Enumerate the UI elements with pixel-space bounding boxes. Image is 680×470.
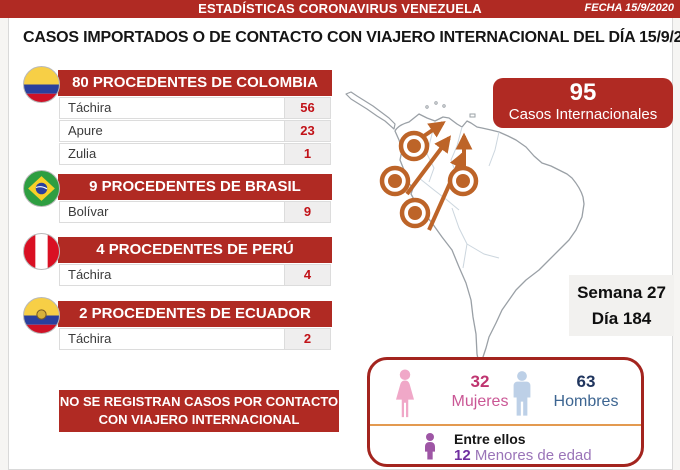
case-count: 9 bbox=[284, 202, 330, 222]
international-cases-count: 95 bbox=[569, 79, 597, 106]
state-label: Táchira bbox=[68, 100, 112, 115]
case-count: 4 bbox=[284, 265, 330, 285]
child-icon bbox=[425, 433, 435, 460]
table-brasil: Bolívar 9 bbox=[59, 201, 331, 223]
peru-flag-icon bbox=[23, 233, 60, 270]
arrow bbox=[427, 150, 466, 231]
state-label: Bolívar bbox=[68, 204, 109, 219]
case-origin-marker bbox=[398, 130, 430, 162]
banner-ecuador: 2 PROCEDENTES DE ECUADOR bbox=[58, 301, 332, 327]
page-title: CASOS IMPORTADOS O DE CONTACTO CON VIAJE… bbox=[23, 29, 680, 46]
section-ecuador: 2 PROCEDENTES DE ECUADOR Táchira 2 bbox=[23, 297, 333, 350]
table-peru: Táchira 4 bbox=[59, 264, 331, 286]
south-america-map bbox=[345, 91, 585, 365]
no-contact-line1: NO SE REGISTRAN CASOS POR CONTACTO bbox=[59, 394, 339, 409]
table-row: Apure 23 bbox=[59, 120, 331, 142]
international-cases-label: Casos Internacionales bbox=[508, 106, 658, 123]
continent-outline bbox=[394, 113, 585, 365]
central-america-outline bbox=[345, 91, 396, 130]
case-count: 2 bbox=[284, 329, 330, 349]
date-label: FECHA 15/9/2020 bbox=[584, 2, 674, 14]
app-title: ESTADÍSTICAS CORONAVIRUS VENEZUELA bbox=[198, 1, 482, 16]
female-icon bbox=[396, 369, 414, 418]
minors-line: 12 Menores de edad bbox=[454, 447, 592, 464]
no-contact-cases-box: NO SE REGISTRAN CASOS POR CONTACTO CON V… bbox=[59, 390, 339, 432]
banner-peru: 4 PROCEDENTES DE PERÚ bbox=[58, 237, 332, 263]
state-label: Táchira bbox=[68, 267, 112, 282]
period-box: Semana 27 Día 184 bbox=[569, 275, 674, 336]
demographics-box: 32 Mujeres 63 Hombres Entre ellos 12 bbox=[367, 357, 644, 467]
banner-brasil: 9 PROCEDENTES DE BRASIL bbox=[58, 174, 332, 200]
men-label: Hombres bbox=[553, 393, 619, 410]
arrow bbox=[405, 135, 452, 196]
ecuador-flag-icon bbox=[23, 297, 60, 334]
state-label: Táchira bbox=[68, 331, 112, 346]
minors-intro: Entre ellos bbox=[454, 431, 526, 447]
case-origin-marker bbox=[379, 165, 411, 197]
section-brasil: 9 PROCEDENTES DE BRASIL Bolívar 9 bbox=[23, 170, 333, 223]
section-colombia: 80 PROCEDENTES DE COLOMBIA Táchira 56 Ap… bbox=[23, 66, 333, 165]
table-row: Bolívar 9 bbox=[59, 201, 331, 223]
case-origin-marker bbox=[447, 165, 479, 197]
no-contact-line2: CON VIAJERO INTERNACIONAL bbox=[98, 412, 300, 427]
women-label: Mujeres bbox=[451, 393, 509, 410]
case-origin-markers bbox=[379, 130, 479, 229]
caribbean-islands bbox=[425, 101, 476, 118]
table-row: Zulia 1 bbox=[59, 143, 331, 165]
case-count: 23 bbox=[284, 121, 330, 141]
table-row: Táchira 56 bbox=[59, 97, 331, 119]
brasil-flag-icon bbox=[23, 170, 60, 207]
table-ecuador: Táchira 2 bbox=[59, 328, 331, 350]
state-label: Zulia bbox=[68, 146, 97, 161]
minors-count: 12 bbox=[454, 447, 471, 464]
section-peru: 4 PROCEDENTES DE PERÚ Táchira 4 bbox=[23, 233, 333, 286]
men-count: 63 bbox=[576, 372, 596, 391]
table-row: Táchira 4 bbox=[59, 264, 331, 286]
content-card: CASOS IMPORTADOS O DE CONTACTO CON VIAJE… bbox=[8, 18, 680, 470]
day-label: Día 184 bbox=[591, 309, 652, 328]
case-count: 56 bbox=[284, 98, 330, 118]
international-cases-badge: 95 Casos Internacionales bbox=[493, 78, 673, 128]
case-origin-marker bbox=[399, 197, 431, 229]
week-label: Semana 27 bbox=[577, 283, 666, 302]
colombia-flag-icon bbox=[23, 66, 60, 103]
table-colombia: Táchira 56 Apure 23 Zulia 1 bbox=[59, 97, 331, 165]
banner-colombia: 80 PROCEDENTES DE COLOMBIA bbox=[58, 70, 332, 96]
minors-label: Menores de edad bbox=[474, 447, 592, 464]
women-count: 32 bbox=[470, 372, 490, 391]
state-label: Apure bbox=[68, 123, 103, 138]
male-icon bbox=[513, 371, 531, 416]
case-count: 1 bbox=[284, 144, 330, 164]
table-row: Táchira 2 bbox=[59, 328, 331, 350]
divider bbox=[370, 424, 641, 426]
top-banner: ESTADÍSTICAS CORONAVIRUS VENEZUELA FECHA… bbox=[0, 0, 680, 18]
